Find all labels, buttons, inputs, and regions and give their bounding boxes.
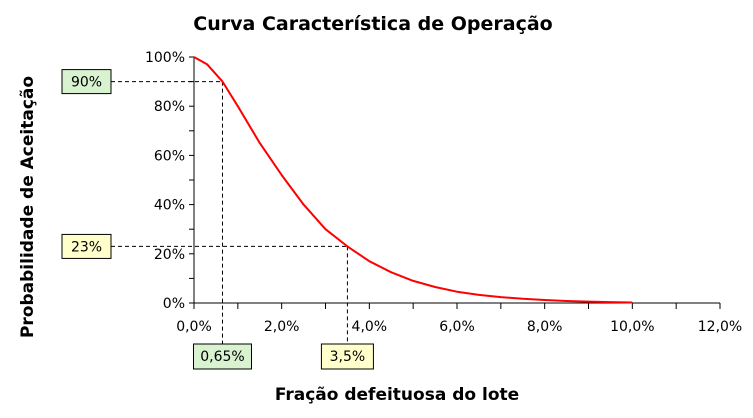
x-tick-label: 4,0%	[352, 319, 388, 335]
y-tick-label: 80%	[154, 99, 185, 115]
annotation-label: 90%	[71, 75, 102, 91]
annotation-label: 3,5%	[330, 349, 366, 365]
y-tick-label: 20%	[154, 247, 185, 263]
axes: 0% 20% 40% 60% 80% 100% 0,0% 2,0% 4,0% 6,0% 8,0% 10…	[145, 50, 742, 335]
y-tick-label: 100%	[145, 50, 185, 66]
y-tick-label: 60%	[154, 148, 185, 164]
y-axis-title: Probabilidade de Aceitação	[18, 76, 38, 338]
annotation-box	[320, 343, 374, 370]
chart-title: Curva Característica de Operação	[193, 13, 552, 35]
y-tick-label: 40%	[154, 198, 185, 214]
x-tick-label: 12,0%	[698, 319, 742, 335]
x-tick-label: 2,0%	[264, 319, 300, 335]
x-tick-label: 10,0%	[610, 319, 654, 335]
annotation-box	[192, 343, 252, 370]
x-tick-label: 6,0%	[439, 319, 475, 335]
annotation-box	[61, 233, 112, 259]
annotations: 90% 23% 0,65% 3,5%	[61, 69, 374, 370]
reference-lines	[111, 81, 348, 344]
series-line	[193, 56, 633, 304]
x-axis-title: Fração defeituosa do lote	[275, 385, 519, 405]
annotation-label: 23%	[71, 239, 102, 255]
series-group	[193, 56, 633, 304]
y-tick-label: 0%	[163, 296, 185, 312]
annotation-box	[61, 69, 112, 95]
x-tick-label: 8,0%	[527, 319, 563, 335]
annotation-label: 0,65%	[200, 349, 244, 365]
x-tick-label: 0,0%	[176, 319, 212, 335]
